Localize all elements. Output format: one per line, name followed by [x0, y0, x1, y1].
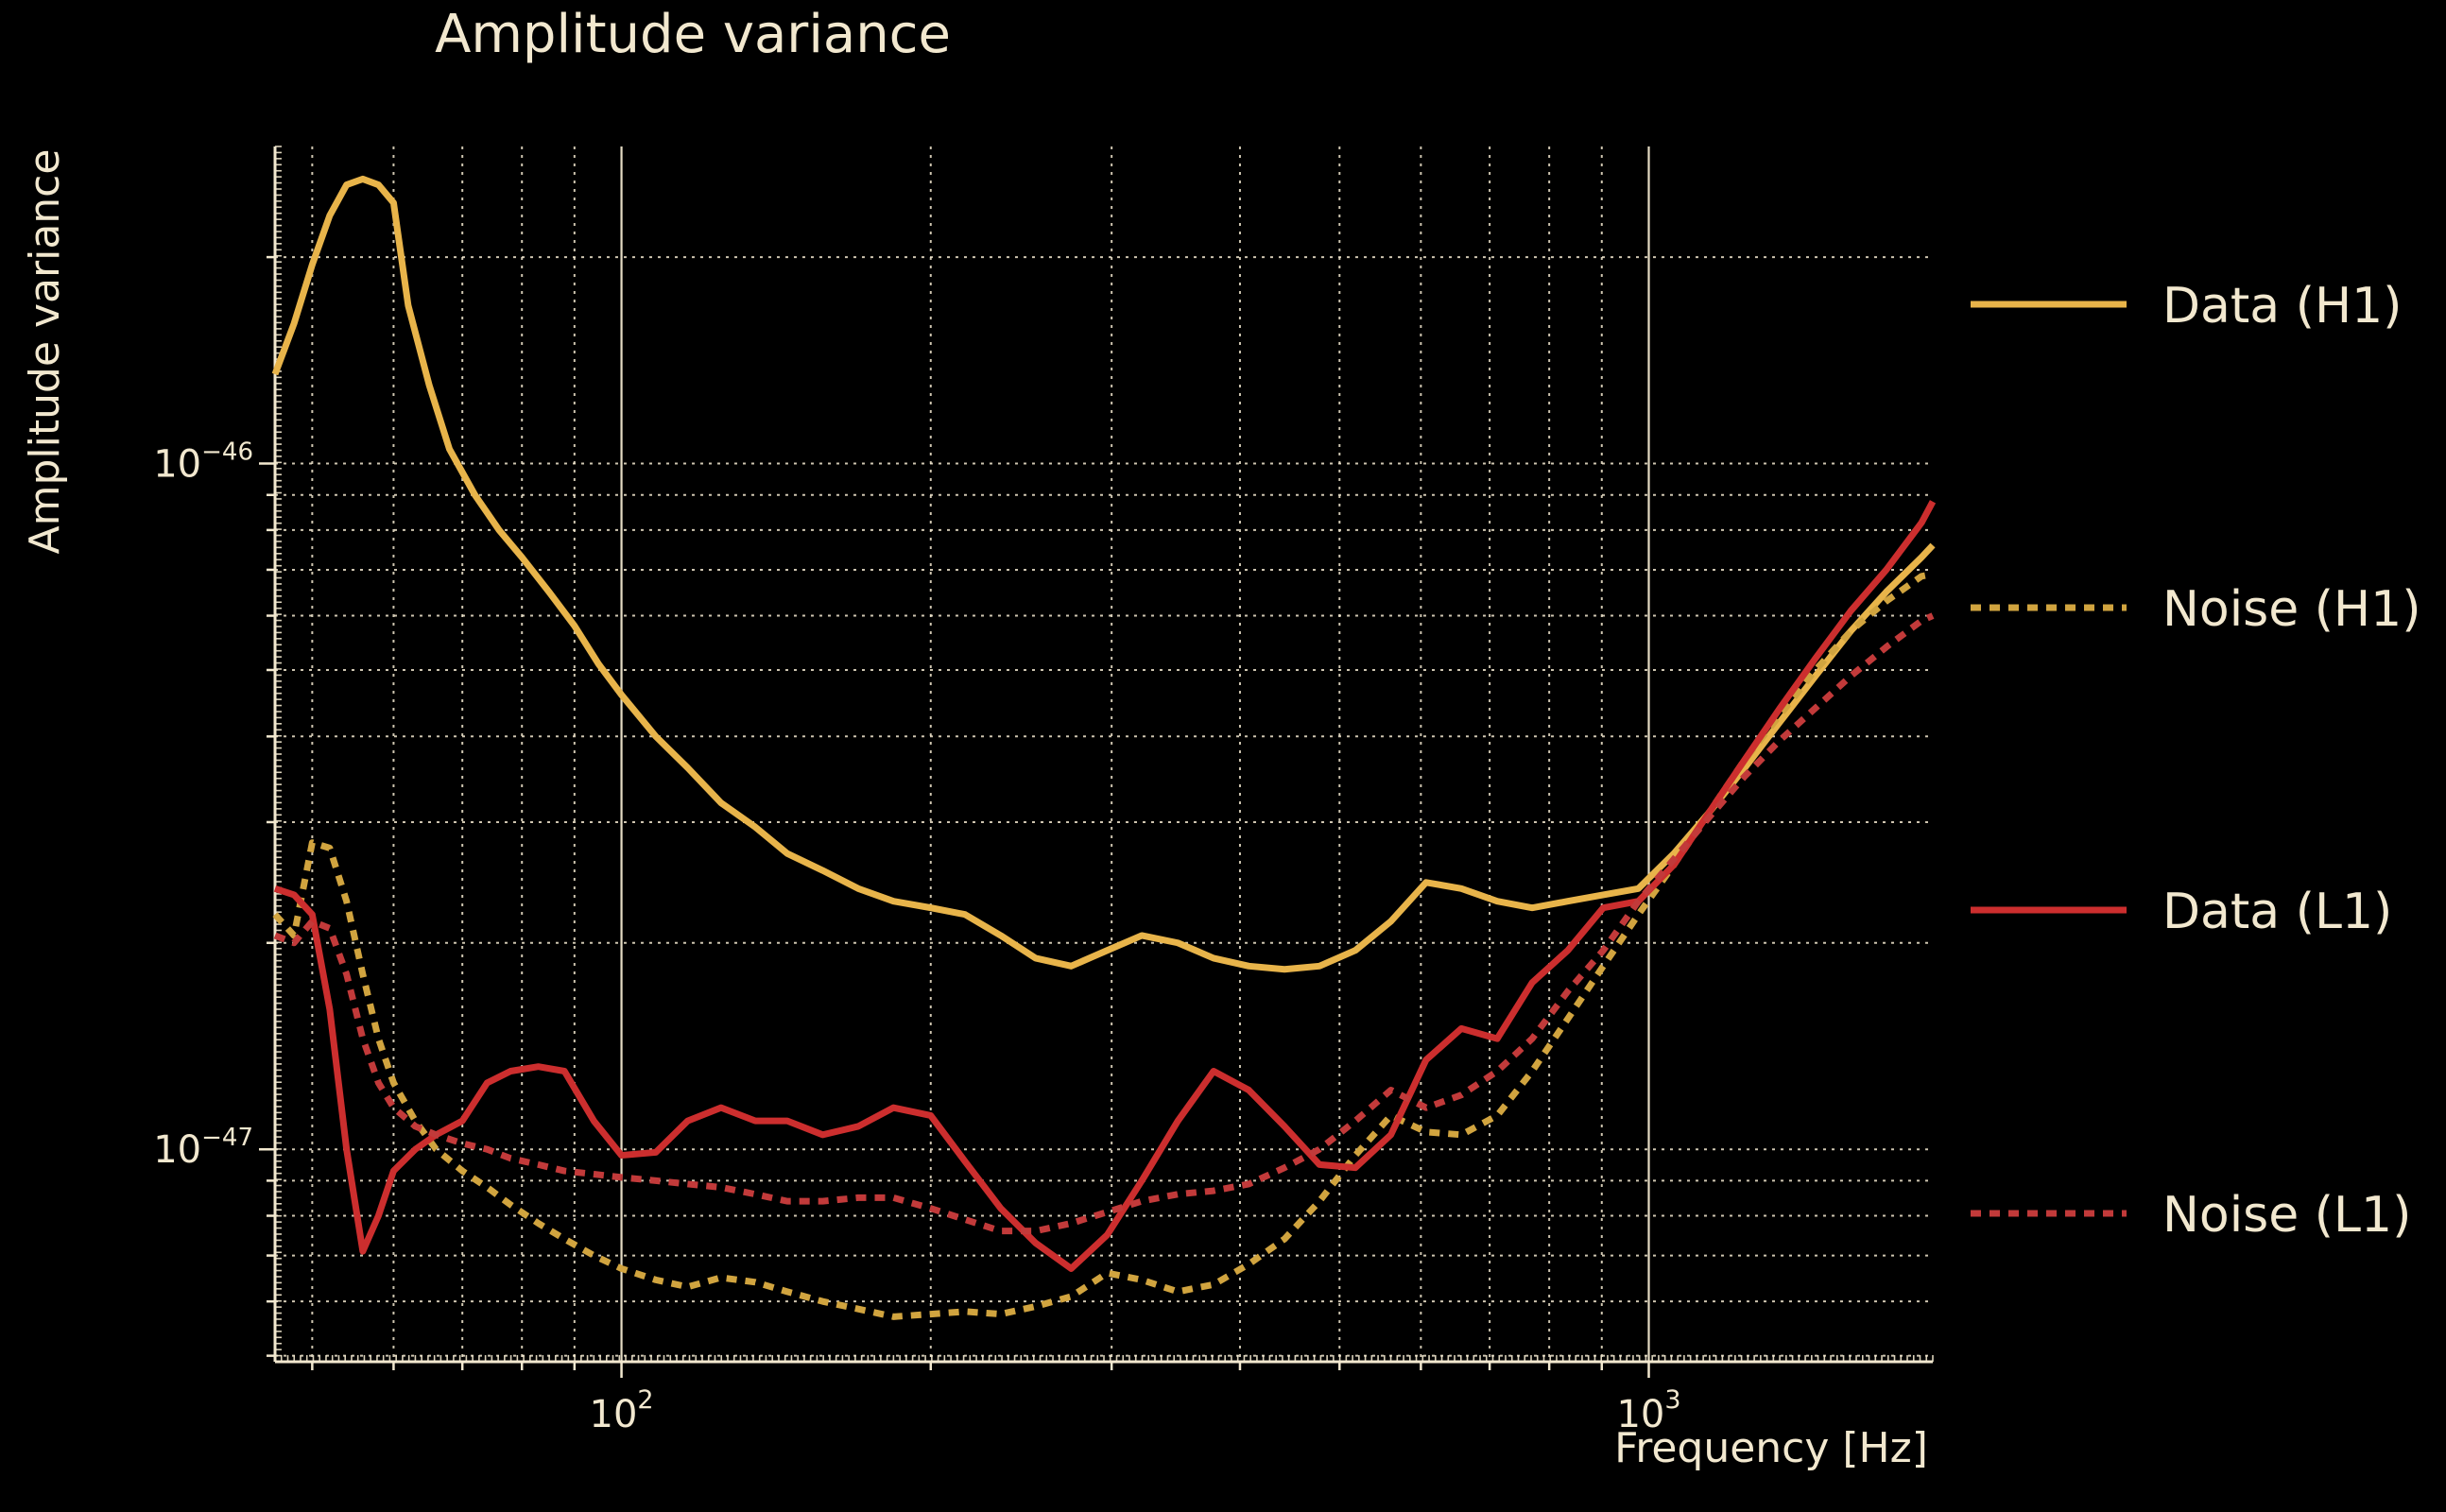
- data-series: [271, 175, 1937, 1320]
- legend-label-3[interactable]: Noise (L1): [2162, 1187, 2411, 1244]
- legend-label-1[interactable]: Noise (H1): [2162, 581, 2421, 638]
- x-tick-label: 103: [1616, 1385, 1680, 1436]
- tick-labels: 10−46 10−47 102 103: [153, 438, 1680, 1436]
- series-line-0: [271, 175, 1936, 973]
- y-tick-label: 10−46: [153, 438, 253, 487]
- y-axis-label: Amplitude variance: [21, 149, 69, 555]
- axis-spines: [273, 146, 1933, 1364]
- legend: Data (H1) Noise (H1) Data (L1) Noise (L1): [1971, 278, 2421, 1244]
- page-title: Amplitude variance: [435, 4, 951, 65]
- series-line-3: [273, 612, 1935, 1235]
- y-tick-label: 10−47: [153, 1124, 253, 1172]
- x-tick-label: 102: [590, 1385, 654, 1436]
- legend-label-2[interactable]: Data (L1): [2162, 884, 2392, 940]
- legend-label-0[interactable]: Data (H1): [2162, 278, 2402, 335]
- x-axis-label: Frequency [Hz]: [1614, 1424, 1928, 1472]
- series-line-1: [272, 571, 1934, 1320]
